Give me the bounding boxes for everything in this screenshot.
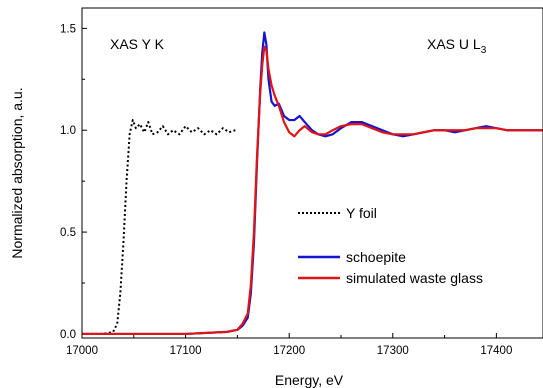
x-tick-label: 17300 [377, 345, 409, 357]
series-line-schoepite [82, 31, 543, 336]
plot-frame [81, 7, 543, 339]
legend-label-schoepite: schoepite [346, 249, 406, 265]
y-tick-label: 0.5 [60, 227, 76, 239]
x-tick-labels: 17000 17100 17200 17300 17400 [66, 345, 512, 357]
annotation-right: XAS U L3 [427, 36, 487, 56]
legend-label-y-foil: Y foil [346, 205, 377, 221]
legend-label-waste-glass: simulated waste glass [346, 270, 483, 286]
x-axis-title: Energy, eV [275, 372, 344, 388]
x-tick-label: 17000 [66, 345, 98, 357]
x-tick-label: 17100 [170, 345, 202, 357]
legend: Y foil schoepite simulated waste glass [298, 205, 483, 286]
x-tick-label: 17400 [480, 345, 512, 357]
y-axis-title: Normalized absorption, a.u. [9, 87, 25, 258]
axis-ticks [81, 27, 497, 338]
series-line-y-foil [82, 119, 236, 335]
annotation-left: XAS Y K [110, 36, 165, 52]
series-layer [82, 31, 543, 336]
y-tick-label: 1.5 [60, 23, 76, 35]
annotation-right-sub: 3 [481, 45, 487, 56]
annotation-right-main: XAS U L [427, 36, 481, 52]
series-line-waste-glass [82, 45, 543, 336]
y-tick-label: 0.0 [60, 329, 76, 341]
x-tick-label: 17200 [273, 345, 305, 357]
y-tick-label: 1.0 [60, 125, 76, 137]
y-tick-labels: 0.0 0.5 1.0 1.5 [60, 23, 76, 341]
